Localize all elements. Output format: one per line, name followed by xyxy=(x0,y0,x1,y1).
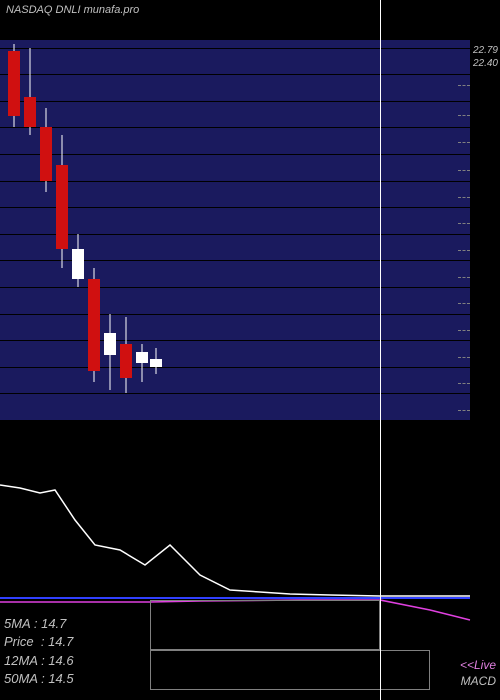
cursor-vertical-line xyxy=(380,0,381,700)
live-label: <<Live xyxy=(460,658,496,672)
stats-box: 5MA : 14.7 Price : 14.7 12MA : 14.6 50MA… xyxy=(4,615,74,688)
white-line xyxy=(0,485,470,596)
stat-50ma: 50MA : 14.5 xyxy=(4,670,74,688)
indicator-box xyxy=(150,650,430,690)
indicator-box xyxy=(150,600,380,650)
stat-12ma: 12MA : 14.6 xyxy=(4,652,74,670)
stat-price: Price : 14.7 xyxy=(4,633,74,651)
chart-title: NASDAQ DNLI munafa.pro xyxy=(6,4,139,16)
stat-5ma: 5MA : 14.7 xyxy=(4,615,74,633)
macd-label: MACD xyxy=(461,674,496,688)
indicator-lines xyxy=(0,0,500,700)
